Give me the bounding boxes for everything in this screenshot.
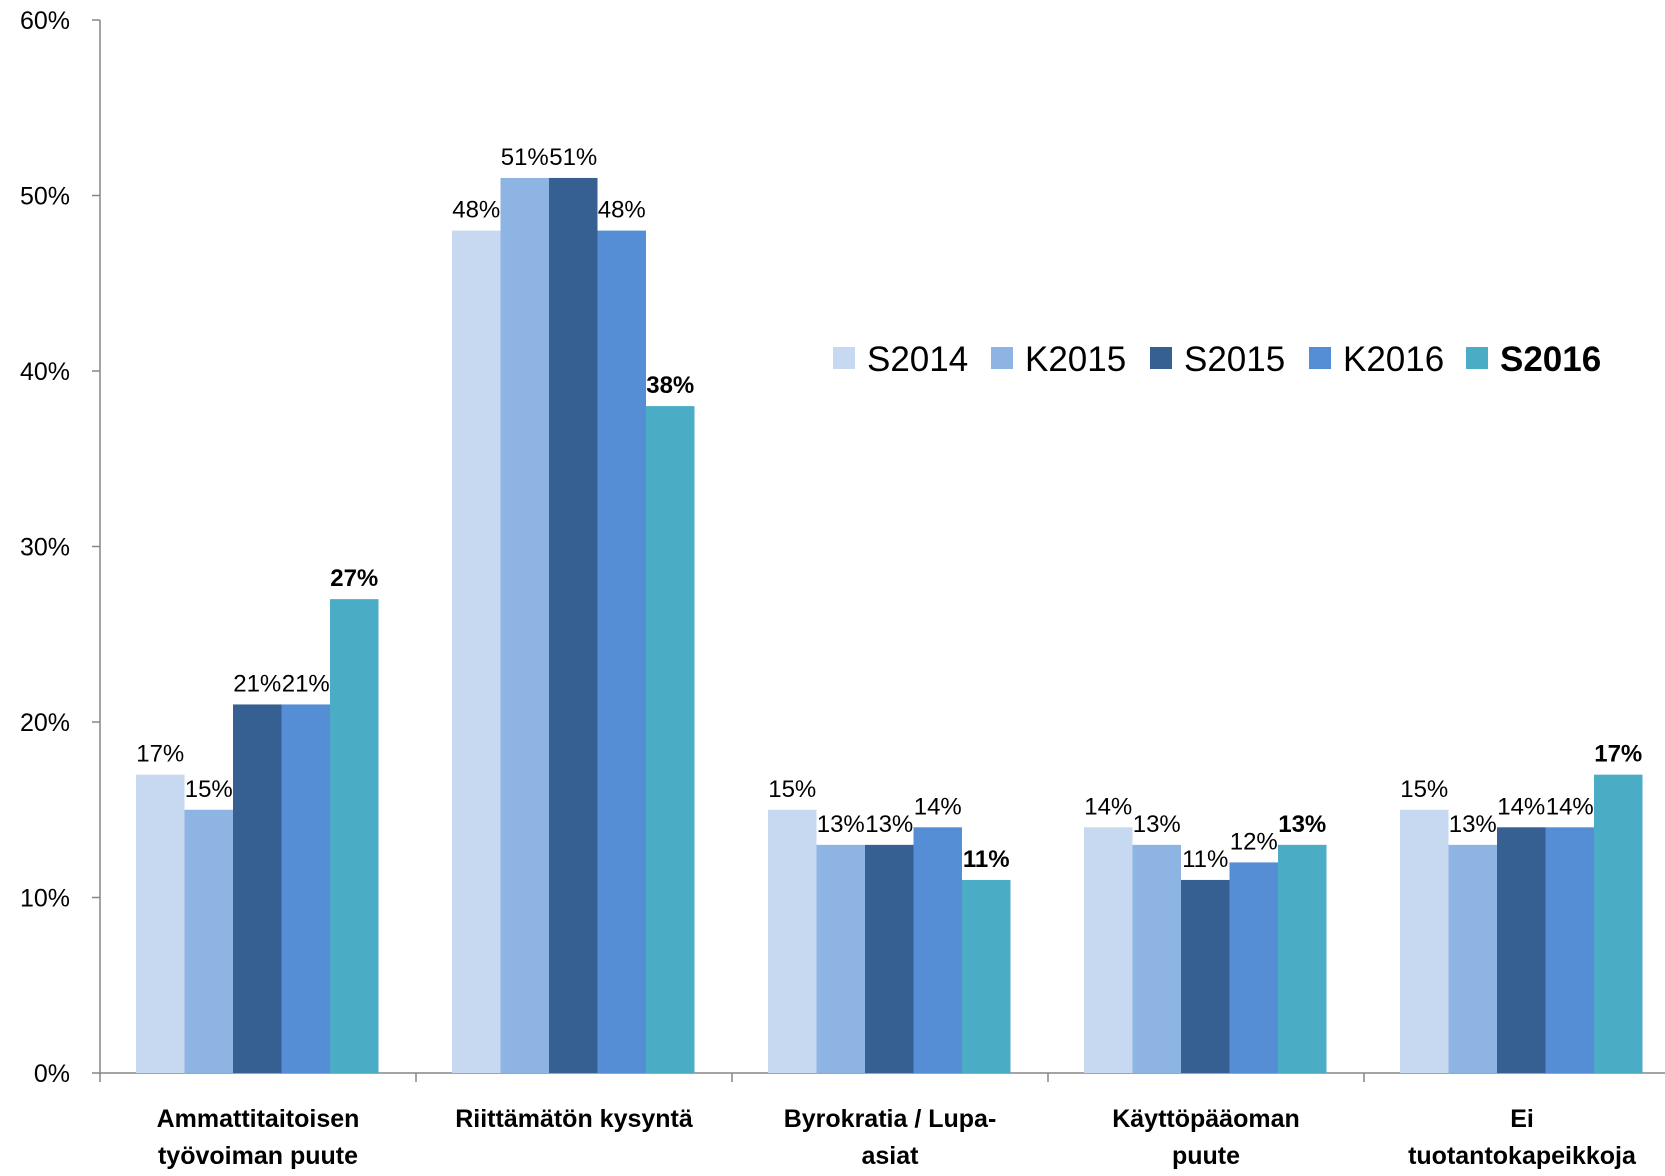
legend-swatch bbox=[991, 347, 1013, 369]
category-label-line: puute bbox=[1172, 1142, 1240, 1170]
data-label: 13% bbox=[1278, 811, 1326, 838]
data-label: 14% bbox=[1546, 793, 1594, 820]
bar bbox=[233, 704, 282, 1073]
data-label: 14% bbox=[914, 793, 962, 820]
data-label: 12% bbox=[1230, 828, 1278, 855]
bar bbox=[1545, 827, 1594, 1073]
data-label: 11% bbox=[1182, 846, 1228, 873]
data-label: 48% bbox=[452, 197, 500, 224]
bar bbox=[962, 879, 1011, 1073]
bar bbox=[768, 809, 817, 1073]
data-label: 21% bbox=[282, 670, 330, 697]
category-label-line: Ammattitaitoisen bbox=[157, 1105, 360, 1133]
category-label-line: Käyttöpääoman bbox=[1112, 1105, 1300, 1133]
data-label: 15% bbox=[1400, 776, 1448, 803]
legend-label: K2015 bbox=[1025, 340, 1126, 379]
data-label: 51% bbox=[501, 144, 549, 171]
y-tick-label: 10% bbox=[20, 885, 70, 913]
legend-swatch bbox=[833, 347, 855, 369]
bar bbox=[281, 704, 330, 1073]
data-label: 48% bbox=[598, 197, 646, 224]
category-label: Byrokratia / Lupa-asiat bbox=[784, 1105, 997, 1170]
legend-label: K2016 bbox=[1343, 340, 1444, 379]
y-tick-label: 20% bbox=[20, 709, 70, 737]
data-label: 17% bbox=[136, 741, 184, 768]
bar bbox=[816, 844, 865, 1073]
x-axis bbox=[99, 1072, 1665, 1082]
legend: S2014 K2015 S2015 K2016 S2016 bbox=[833, 340, 1601, 379]
bar bbox=[646, 406, 695, 1074]
bar bbox=[184, 809, 233, 1073]
category-label-line: Byrokratia / Lupa- bbox=[784, 1105, 997, 1133]
bar bbox=[597, 230, 646, 1074]
data-label: 15% bbox=[768, 776, 816, 803]
data-label: 13% bbox=[1449, 811, 1497, 838]
y-tick-label: 60% bbox=[20, 7, 70, 35]
category-labels: Ammattitaitoisen työvoiman puute Riittämät… bbox=[157, 1105, 1637, 1170]
y-tick-label: 0% bbox=[34, 1060, 70, 1088]
category-label-line: tuotantokapeikkoja bbox=[1408, 1142, 1637, 1170]
legend-label: S2015 bbox=[1184, 340, 1285, 379]
legend-swatch bbox=[1466, 347, 1488, 369]
data-label: 17% bbox=[1594, 741, 1642, 768]
category-label: Riittämätön kysyntä bbox=[455, 1105, 693, 1133]
y-axis: 0% 10% 20% 30% 40% 50% 60% bbox=[20, 7, 101, 1088]
bar bbox=[452, 230, 501, 1074]
bar bbox=[1229, 862, 1278, 1073]
data-label: 13% bbox=[865, 811, 913, 838]
bar bbox=[500, 177, 549, 1073]
data-labels: 17%15%21% 21%27%48%51% 51%48%38%15%13% 13%1… bbox=[136, 144, 1642, 873]
bar bbox=[1594, 774, 1643, 1073]
bar bbox=[1448, 844, 1497, 1073]
legend-swatch bbox=[1150, 347, 1172, 369]
y-tick-label: 40% bbox=[20, 358, 70, 386]
legend-label: S2016 bbox=[1500, 340, 1601, 379]
data-label: 11% bbox=[963, 846, 1010, 873]
category-label-line: Ei bbox=[1510, 1105, 1534, 1133]
data-label: 51% bbox=[549, 144, 597, 171]
bar bbox=[865, 844, 914, 1073]
bar bbox=[1181, 879, 1230, 1073]
category-label: Käyttöpääoman puute bbox=[1112, 1105, 1300, 1170]
category-label-line: työvoiman puute bbox=[158, 1142, 358, 1170]
bar bbox=[1084, 827, 1133, 1073]
data-label: 14% bbox=[1497, 793, 1545, 820]
bar bbox=[1132, 844, 1181, 1073]
data-label: 14% bbox=[1084, 793, 1132, 820]
data-label: 13% bbox=[1133, 811, 1181, 838]
y-tick-label: 50% bbox=[20, 183, 70, 211]
data-label: 13% bbox=[817, 811, 865, 838]
category-label: Ei tuotantokapeikkoja bbox=[1408, 1105, 1637, 1170]
category-label-line: Riittämätön kysyntä bbox=[455, 1105, 693, 1133]
bar bbox=[136, 774, 185, 1073]
data-label: 27% bbox=[330, 565, 378, 592]
category-label: Ammattitaitoisen työvoiman puute bbox=[157, 1105, 360, 1170]
bar bbox=[913, 827, 962, 1073]
legend-swatch bbox=[1309, 347, 1331, 369]
y-tick-label: 30% bbox=[20, 534, 70, 562]
bar bbox=[1400, 809, 1449, 1073]
bar bbox=[1497, 827, 1546, 1073]
data-label: 38% bbox=[646, 372, 694, 399]
data-label: 15% bbox=[185, 776, 233, 803]
bars bbox=[136, 177, 1643, 1074]
bar bbox=[1278, 844, 1327, 1073]
bar bbox=[549, 177, 598, 1073]
legend-label: S2014 bbox=[867, 340, 968, 379]
category-label-line: asiat bbox=[862, 1142, 920, 1170]
data-label: 21% bbox=[233, 670, 281, 697]
bar bbox=[330, 599, 379, 1073]
